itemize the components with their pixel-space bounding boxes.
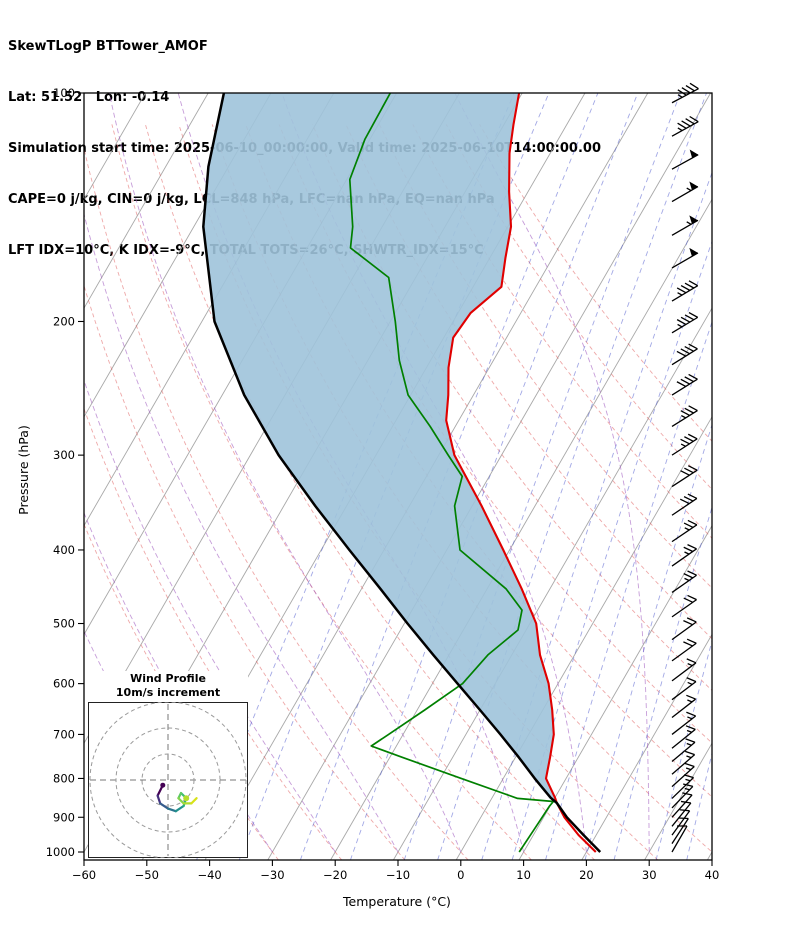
- wind-barbs: [671, 82, 699, 853]
- svg-text:−50: −50: [135, 868, 159, 882]
- x-axis-label: Temperature (°C): [343, 894, 451, 909]
- svg-text:400: 400: [53, 543, 75, 557]
- svg-text:300: 300: [53, 448, 75, 462]
- cape-shading: [203, 93, 557, 804]
- location-line: Lat: 51.52 Lon: -0.14: [8, 90, 170, 105]
- hodograph-trace: [156, 782, 198, 813]
- hodograph-level-marker: [183, 795, 190, 802]
- svg-text:−10: −10: [386, 868, 410, 882]
- svg-text:−60: −60: [72, 868, 96, 882]
- parcel-curve: [202, 93, 602, 853]
- svg-text:−40: −40: [197, 868, 221, 882]
- svg-text:900: 900: [53, 810, 75, 824]
- tick-labels: −60 −50 −40 −30 −20 −10 0 10 20 30 40 100 200 300 400 5…: [46, 86, 720, 882]
- svg-text:200: 200: [53, 314, 75, 328]
- svg-text:20: 20: [579, 868, 594, 882]
- hodograph-title: Wind Profile 10m/s increment: [88, 671, 248, 702]
- svg-text:30: 30: [642, 868, 657, 882]
- svg-text:−30: −30: [260, 868, 284, 882]
- svg-text:40: 40: [705, 868, 720, 882]
- svg-text:800: 800: [53, 771, 75, 785]
- hodograph-start-marker: [160, 782, 166, 788]
- axis-ticks: [78, 92, 713, 866]
- svg-text:1000: 1000: [46, 845, 75, 859]
- svg-text:10: 10: [516, 868, 531, 882]
- svg-text:0: 0: [457, 868, 464, 882]
- temperature-curve: [445, 93, 597, 853]
- dewpoint-curve: [348, 93, 555, 853]
- svg-text:500: 500: [53, 617, 75, 631]
- hodograph-inset: Wind Profile 10m/s increment: [88, 671, 248, 858]
- svg-text:−20: −20: [323, 868, 347, 882]
- svg-text:100: 100: [53, 86, 75, 100]
- hodograph-title-line2: 10m/s increment: [115, 686, 221, 699]
- svg-text:700: 700: [53, 727, 75, 741]
- hodograph-title-line1: Wind Profile: [130, 672, 206, 685]
- hodograph-plot: [88, 702, 248, 858]
- hodograph-grid: [89, 702, 247, 858]
- svg-text:600: 600: [53, 677, 75, 691]
- chart-title: SkewTLogP BTTower_AMOF: [8, 39, 208, 54]
